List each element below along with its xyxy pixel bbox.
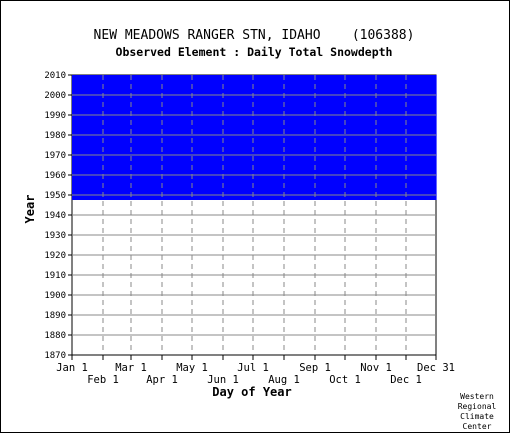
chart-subtitle: Observed Element : Daily Total Snowdepth — [116, 45, 393, 59]
x-tick-label-top-2: May 1 — [176, 362, 208, 374]
y-axis-title: Year — [23, 195, 37, 224]
y-tick-label-1940: 1940 — [44, 211, 66, 221]
x-tick-label-top-4: Sep 1 — [299, 362, 331, 374]
y-tick-label-1930: 1930 — [44, 231, 66, 241]
grid-lines — [72, 75, 436, 355]
y-tick-label-1910: 1910 — [44, 271, 66, 281]
x-tick-label-top-0: Jan 1 — [56, 362, 88, 374]
x-tick-label-bottom-3: Aug 1 — [268, 374, 300, 386]
chart-title: NEW MEADOWS RANGER STN, IDAHO (106388) — [94, 28, 415, 43]
coverage-block-0 — [72, 75, 437, 200]
x-tick-label-top-1: Mar 1 — [115, 362, 147, 374]
credit-line-2: Climate — [460, 412, 494, 421]
y-tick-label-1990: 1990 — [44, 111, 66, 121]
y-tick-label-1890: 1890 — [44, 311, 66, 321]
y-tick-label-1880: 1880 — [44, 331, 66, 341]
y-tick-label-1870: 1870 — [44, 351, 66, 361]
credit-line-0: Western — [460, 392, 494, 401]
x-tick-label-top-6: Dec 31 — [417, 362, 455, 374]
y-tick-label-1960: 1960 — [44, 171, 66, 181]
x-tick-label-bottom-5: Dec 1 — [390, 374, 422, 386]
credit-line-3: Center — [463, 422, 492, 431]
y-tick-label-1920: 1920 — [44, 251, 66, 261]
x-tick-label-bottom-0: Feb 1 — [87, 374, 119, 386]
y-tick-label-2010: 2010 — [44, 71, 66, 81]
x-tick-label-bottom-1: Apr 1 — [146, 374, 178, 386]
y-tick-label-2000: 2000 — [44, 91, 66, 101]
x-tick-label-top-3: Jul 1 — [237, 362, 269, 374]
credit-line-1: Regional — [458, 402, 497, 411]
x-axis-title: Day of Year — [212, 385, 291, 399]
x-axis-ticks: Jan 1 Mar 1 May 1 Jul 1 Sep 1 Nov 1 Dec 31 Feb … — [56, 355, 455, 386]
y-tick-label-1950: 1950 — [44, 191, 66, 201]
y-tick-label-1900: 1900 — [44, 291, 66, 301]
x-tick-label-bottom-2: Jun 1 — [207, 374, 239, 386]
x-tick-label-top-5: Nov 1 — [360, 362, 392, 374]
x-tick-label-bottom-4: Oct 1 — [329, 374, 361, 386]
y-axis-ticks: 2010 2000 1990 1980 1970 1960 1950 1940 1930 1920… — [44, 71, 72, 361]
y-tick-label-1980: 1980 — [44, 131, 66, 141]
y-tick-label-1970: 1970 — [44, 151, 66, 161]
data-coverage — [72, 75, 437, 200]
